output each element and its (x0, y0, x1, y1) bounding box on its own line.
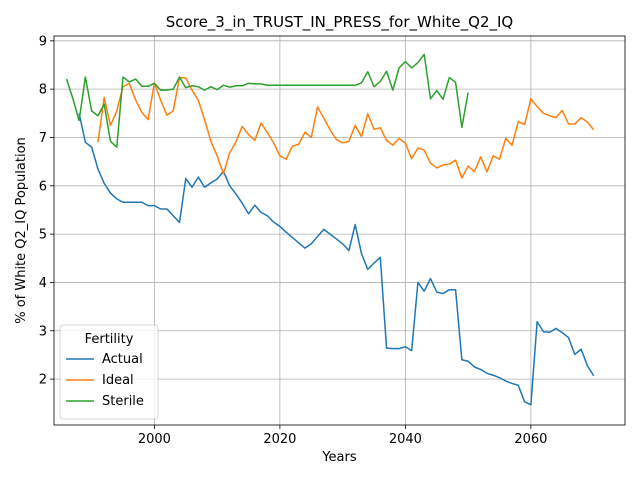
x-axis-ticks: 2000 2020 2040 2060 (138, 425, 547, 447)
legend-box (59, 324, 159, 420)
series-lines (65, 53, 595, 406)
legend-title: Fertility (85, 332, 134, 347)
plot-frame (53, 35, 626, 426)
y-tick-label: 8 (39, 83, 47, 98)
x-tick-label: 2040 (389, 432, 422, 447)
y-tick-label: 6 (39, 179, 47, 194)
y-tick-label: 3 (39, 324, 47, 339)
y-tick-label: 7 (39, 131, 47, 146)
series-line-sterile (65, 53, 469, 148)
legend-entries: Actual Ideal Sterile (66, 352, 144, 409)
series-line-actual (78, 113, 595, 406)
y-axis-label: % of White Q2_IQ Population (14, 137, 29, 324)
y-tick-label: 9 (39, 34, 47, 49)
legend: Fertility Actual Ideal Sterile (59, 324, 159, 420)
legend-label-sterile: Sterile (102, 394, 144, 409)
y-tick-label: 4 (39, 276, 47, 291)
y-axis-ticks: 2 3 4 5 6 7 8 9 (39, 34, 54, 388)
y-tick-label: 2 (39, 373, 47, 388)
legend-label-ideal: Ideal (102, 373, 134, 388)
x-tick-label: 2060 (514, 432, 547, 447)
chart-title: Score_3_in_TRUST_IN_PRESS_for_White_Q2_I… (166, 13, 513, 32)
x-tick-label: 2000 (138, 432, 171, 447)
x-tick-label: 2020 (263, 432, 296, 447)
x-axis-label: Years (321, 450, 357, 465)
y-tick-label: 5 (39, 228, 47, 243)
series-line-ideal (97, 76, 595, 179)
legend-label-actual: Actual (102, 352, 143, 367)
